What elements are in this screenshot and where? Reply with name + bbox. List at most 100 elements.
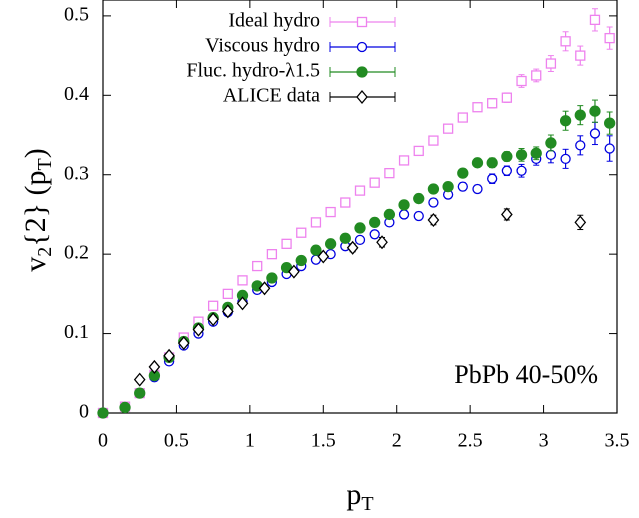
marker	[501, 150, 513, 163]
marker	[266, 249, 278, 260]
annotation: PbPb 40-50%	[454, 360, 598, 389]
y-label-part: {2} (p	[19, 170, 52, 246]
marker	[574, 215, 587, 230]
marker	[442, 180, 454, 193]
x-tick-label: 2.5	[458, 430, 483, 452]
marker	[398, 199, 410, 211]
legend-marker	[356, 66, 368, 78]
marker	[516, 165, 527, 176]
marker	[531, 70, 542, 81]
marker	[516, 75, 527, 87]
marker	[457, 112, 468, 123]
marker	[427, 212, 440, 228]
marker	[383, 208, 396, 221]
marker	[258, 281, 271, 296]
marker	[295, 254, 307, 267]
x-tick-label: 0.5	[164, 430, 189, 452]
marker	[604, 143, 615, 154]
x-tick-label: 1	[245, 430, 255, 452]
y-axis-label: v2{2} (pT)	[19, 148, 56, 272]
marker	[310, 217, 322, 228]
marker	[354, 185, 366, 196]
marker	[501, 207, 513, 222]
marker	[472, 183, 483, 195]
marker	[310, 244, 322, 256]
marker	[252, 260, 263, 272]
marker	[207, 300, 219, 311]
y-label-part: 2	[34, 247, 56, 257]
x-axis-label: pT	[346, 478, 373, 515]
x-tick-label: 2	[392, 430, 402, 452]
marker	[192, 322, 205, 337]
marker	[369, 216, 381, 229]
marker	[575, 140, 586, 151]
marker	[354, 234, 366, 246]
y-tick-label: 0	[79, 401, 89, 423]
legend-label: Fluc. hydro-λ1.5	[186, 60, 320, 82]
marker	[413, 192, 425, 205]
y-tick-label: 0.5	[64, 3, 89, 25]
marker	[442, 123, 454, 134]
marker	[317, 249, 330, 264]
marker	[560, 36, 571, 47]
marker	[427, 183, 440, 195]
marker	[398, 155, 410, 166]
x-tick-label: 3.5	[605, 430, 630, 452]
x-tick-label: 1.5	[311, 430, 336, 452]
marker	[369, 229, 380, 240]
marker	[574, 109, 586, 121]
legend-label: Viscous hydro	[205, 35, 320, 57]
marker	[501, 165, 513, 176]
marker	[221, 304, 234, 319]
marker	[324, 238, 337, 250]
marker	[296, 227, 307, 238]
marker	[545, 137, 557, 149]
y-label-part: v	[19, 257, 52, 272]
marker	[589, 105, 601, 117]
marker	[119, 401, 131, 414]
y-tick-label: 0.2	[64, 242, 89, 264]
marker	[281, 238, 292, 249]
marker	[604, 32, 615, 44]
marker	[236, 296, 249, 311]
marker	[177, 336, 190, 351]
legend-label: ALICE data	[223, 85, 320, 107]
x-tick-label: 3	[539, 430, 549, 452]
marker	[589, 128, 601, 139]
y-tick-label: 0.4	[64, 83, 89, 105]
legend-marker	[356, 16, 368, 28]
x-label-part: T	[361, 493, 373, 515]
marker	[515, 149, 528, 161]
marker	[559, 115, 572, 127]
marker	[222, 288, 233, 300]
marker	[486, 157, 498, 169]
marker	[384, 167, 395, 179]
marker	[376, 235, 388, 250]
marker	[354, 222, 366, 234]
legend-marker	[356, 89, 368, 105]
marker	[589, 14, 601, 26]
marker	[530, 147, 542, 159]
marker	[339, 232, 351, 244]
marker	[369, 177, 380, 188]
plot-frame	[102, 0, 618, 414]
marker	[148, 359, 161, 374]
marker	[487, 173, 498, 184]
marker	[325, 206, 336, 218]
marker	[413, 145, 424, 157]
marker	[398, 209, 410, 220]
marker	[545, 149, 557, 161]
marker	[457, 167, 469, 179]
marker	[266, 272, 278, 284]
marker	[545, 58, 557, 69]
marker	[237, 275, 248, 286]
legend-label: Ideal hydro	[228, 10, 320, 32]
marker	[575, 50, 586, 61]
y-tick-label: 0.1	[64, 321, 89, 343]
marker	[346, 240, 359, 255]
legend-marker	[356, 41, 368, 53]
marker	[134, 387, 146, 399]
marker	[501, 92, 513, 103]
marker	[457, 181, 468, 192]
marker	[487, 98, 498, 109]
